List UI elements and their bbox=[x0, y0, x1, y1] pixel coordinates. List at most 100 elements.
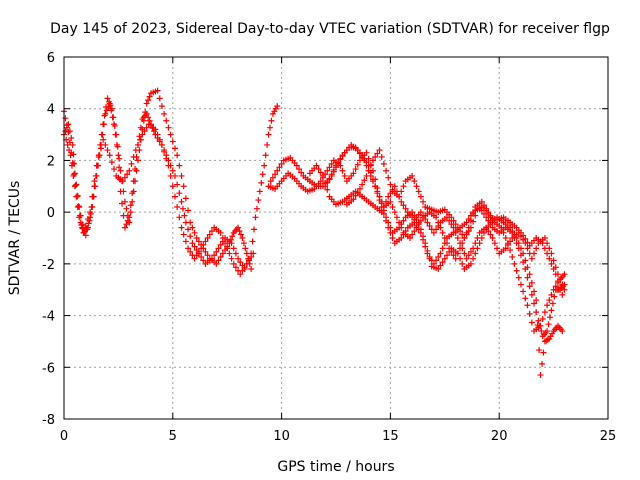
data-point bbox=[328, 172, 335, 179]
data-point bbox=[461, 250, 468, 257]
data-point bbox=[156, 136, 163, 143]
data-point bbox=[526, 283, 533, 290]
data-point bbox=[252, 214, 259, 221]
series-track-6 bbox=[306, 162, 568, 293]
data-point bbox=[100, 136, 107, 143]
data-point bbox=[117, 167, 124, 174]
data-point bbox=[463, 231, 470, 238]
data-point bbox=[251, 226, 258, 233]
data-point bbox=[557, 284, 564, 291]
data-point bbox=[198, 253, 205, 260]
data-point bbox=[385, 219, 392, 226]
data-point bbox=[272, 171, 279, 178]
data-point bbox=[167, 131, 174, 138]
data-point bbox=[298, 169, 305, 176]
data-point bbox=[415, 188, 422, 195]
data-point bbox=[110, 114, 117, 121]
data-point bbox=[511, 260, 518, 267]
data-point bbox=[73, 193, 80, 200]
data-point bbox=[398, 198, 405, 205]
data-point bbox=[443, 240, 450, 247]
data-point bbox=[185, 207, 192, 214]
data-point bbox=[228, 255, 235, 262]
data-point bbox=[204, 252, 211, 259]
data-point bbox=[454, 224, 461, 231]
data-point bbox=[124, 212, 131, 219]
data-point bbox=[74, 203, 81, 210]
data-point bbox=[243, 260, 250, 267]
data-point bbox=[224, 245, 231, 252]
data-point bbox=[130, 153, 137, 160]
data-point bbox=[541, 309, 548, 316]
data-point bbox=[485, 210, 492, 217]
data-point bbox=[435, 219, 442, 226]
data-point bbox=[95, 153, 102, 160]
data-point bbox=[339, 167, 346, 174]
x-tick-label: 10 bbox=[273, 429, 290, 444]
data-point bbox=[180, 231, 187, 238]
data-point bbox=[267, 178, 274, 185]
data-point bbox=[100, 121, 107, 128]
data-point bbox=[378, 153, 385, 160]
data-point bbox=[253, 205, 260, 212]
data-point bbox=[195, 238, 202, 245]
data-point bbox=[400, 202, 407, 209]
data-point bbox=[433, 226, 440, 233]
data-point bbox=[67, 152, 74, 159]
y-tick-label: 4 bbox=[47, 103, 55, 118]
data-point bbox=[524, 274, 531, 281]
data-point bbox=[104, 95, 111, 102]
data-point bbox=[361, 157, 368, 164]
data-point bbox=[237, 271, 244, 278]
data-point bbox=[446, 245, 453, 252]
data-point bbox=[391, 209, 398, 216]
data-point bbox=[546, 297, 553, 304]
data-point bbox=[420, 233, 427, 240]
data-point bbox=[378, 209, 385, 216]
data-point bbox=[235, 255, 242, 262]
data-point bbox=[101, 112, 108, 119]
data-point bbox=[339, 153, 346, 160]
data-point bbox=[178, 198, 185, 205]
data-point bbox=[352, 192, 359, 199]
data-point bbox=[383, 167, 390, 174]
data-point bbox=[259, 171, 266, 178]
data-point bbox=[354, 147, 361, 154]
data-point bbox=[243, 250, 250, 257]
data-point bbox=[154, 87, 161, 94]
data-point bbox=[457, 228, 464, 235]
data-point bbox=[158, 141, 165, 148]
data-point bbox=[235, 224, 242, 231]
data-point bbox=[229, 233, 236, 240]
data-point bbox=[115, 152, 122, 159]
data-point bbox=[76, 214, 83, 221]
data-point bbox=[258, 179, 265, 186]
data-point bbox=[195, 248, 202, 255]
data-point bbox=[239, 235, 246, 241]
data-point bbox=[326, 164, 333, 171]
data-point bbox=[393, 214, 400, 221]
data-point bbox=[354, 189, 361, 196]
data-point bbox=[68, 135, 75, 142]
data-point bbox=[232, 250, 239, 257]
data-point bbox=[134, 157, 141, 164]
series-track-7 bbox=[322, 141, 568, 335]
data-point bbox=[107, 102, 114, 109]
data-point bbox=[539, 240, 546, 247]
y-tick-label: -4 bbox=[42, 310, 55, 325]
data-point bbox=[268, 117, 275, 124]
data-point bbox=[322, 183, 329, 190]
data-point bbox=[531, 250, 538, 257]
data-point bbox=[315, 166, 322, 173]
x-tick-label: 20 bbox=[491, 429, 508, 444]
data-point bbox=[561, 286, 568, 293]
data-point bbox=[535, 317, 542, 324]
data-point bbox=[313, 162, 320, 169]
data-point bbox=[191, 255, 198, 262]
data-point bbox=[65, 128, 72, 135]
data-point bbox=[91, 178, 98, 185]
data-point bbox=[363, 149, 370, 156]
data-point bbox=[507, 247, 514, 254]
data-point bbox=[181, 212, 188, 219]
data-point bbox=[465, 228, 472, 235]
